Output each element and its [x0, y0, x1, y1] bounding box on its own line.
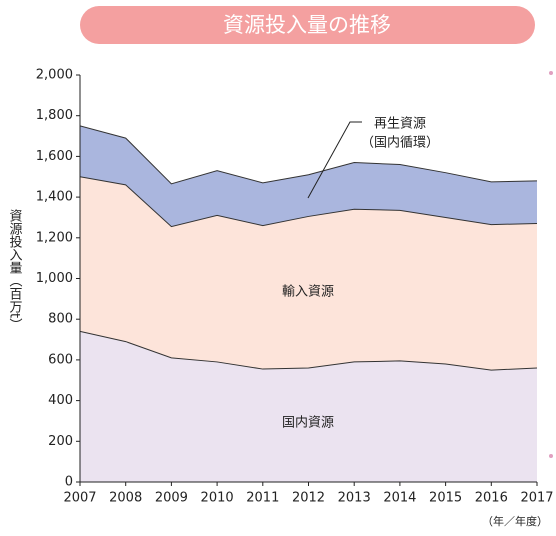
- x-tick-label: 2015: [429, 491, 462, 506]
- decor-dot: [549, 71, 553, 75]
- y-tick-label: 0: [65, 475, 73, 490]
- area: [80, 331, 537, 482]
- series-label: 再生資源: [374, 117, 426, 132]
- x-axis-label: （年／年度）: [482, 514, 548, 528]
- y-tick-label: 800: [48, 312, 73, 327]
- annotation: （国内循環）: [361, 135, 439, 151]
- y-tick-label: 2,000: [36, 68, 73, 83]
- leader-line: [307, 121, 362, 199]
- series-label: 国内資源: [282, 415, 334, 431]
- x-tick-label: 2010: [201, 491, 234, 506]
- x-tick-label: 2014: [383, 491, 416, 506]
- y-tick-label: 200: [48, 434, 73, 449]
- y-tick-label: 1,400: [36, 190, 73, 205]
- y-tick-label: 400: [48, 393, 73, 408]
- x-tick-label: 2009: [155, 491, 188, 506]
- y-axis-label: 資源投入量（百万t）: [7, 209, 23, 331]
- area-line: [79, 176, 538, 228]
- x-tick-label: 2012: [292, 491, 325, 506]
- title-banner: [80, 6, 535, 44]
- x-tick-label: 2011: [246, 491, 279, 506]
- x-tick-label: 2016: [475, 491, 508, 506]
- chart-title: 資源投入量の推移: [223, 13, 391, 37]
- area: [80, 176, 537, 371]
- area: [80, 125, 537, 227]
- y-tick-label: 1,800: [36, 108, 73, 123]
- area-line: [79, 330, 538, 371]
- series-label: 輸入資源: [282, 285, 334, 300]
- y-tick-label: 600: [48, 352, 73, 367]
- y-tick-label: 1,600: [36, 149, 73, 164]
- decor-dot: [549, 454, 553, 458]
- area-line: [79, 125, 538, 185]
- y-tick-label: 1,000: [36, 271, 73, 286]
- y-tick-label: 1,200: [36, 230, 73, 245]
- x-tick-label: 2013: [338, 491, 371, 506]
- x-tick-label: 2008: [109, 491, 142, 506]
- x-tick-label: 2007: [63, 491, 96, 506]
- x-tick-label: 2017: [520, 491, 553, 506]
